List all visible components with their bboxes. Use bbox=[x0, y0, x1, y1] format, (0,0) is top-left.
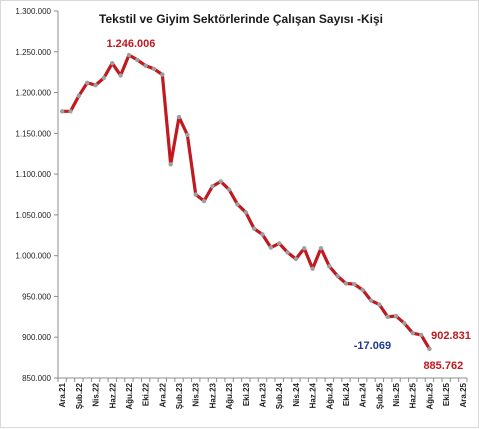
x-tick-label: Nis.23 bbox=[192, 382, 201, 406]
x-tick-label: Ara.21 bbox=[58, 382, 67, 407]
x-tick-label: Haz.22 bbox=[108, 382, 117, 408]
series-line bbox=[60, 53, 432, 351]
data-point bbox=[93, 83, 98, 88]
data-point bbox=[210, 184, 215, 189]
x-tick-label: Nis.22 bbox=[92, 382, 101, 406]
y-tick-label: 1.050.000 bbox=[15, 211, 51, 220]
data-point bbox=[293, 256, 299, 262]
y-tick-label: 1.250.000 bbox=[15, 48, 51, 57]
x-tick-label: Şub.22 bbox=[75, 382, 84, 409]
y-tick-label: 900.000 bbox=[22, 333, 51, 342]
data-point bbox=[310, 266, 315, 271]
y-tick-label: 1.100.000 bbox=[15, 170, 51, 179]
x-tick-label: Şub.24 bbox=[275, 382, 284, 409]
series-layer bbox=[59, 52, 432, 352]
x-tick-label: Ağu.24 bbox=[325, 382, 334, 409]
x-tick-label: Nis.25 bbox=[392, 382, 401, 406]
data-point bbox=[101, 75, 107, 81]
data-point bbox=[377, 302, 382, 307]
x-tick-label: Eki.25 bbox=[442, 382, 451, 406]
data-point bbox=[368, 298, 374, 303]
data-point bbox=[243, 210, 249, 215]
data-point bbox=[335, 273, 340, 279]
y-tick-label: 1.200.000 bbox=[15, 89, 51, 98]
data-point bbox=[285, 250, 290, 255]
x-tick-label: Eki.24 bbox=[342, 382, 351, 406]
data-point bbox=[427, 346, 432, 352]
data-point bbox=[168, 162, 173, 167]
data-point bbox=[110, 60, 115, 66]
data-point bbox=[343, 281, 349, 286]
x-tick-label: Şub.23 bbox=[175, 382, 184, 409]
data-point bbox=[268, 245, 274, 250]
x-tick-label: Eki.23 bbox=[242, 382, 251, 406]
x-tick-label: Haz.24 bbox=[309, 382, 318, 408]
change-annotation: -17.069 bbox=[354, 340, 391, 352]
data-point bbox=[226, 187, 232, 192]
data-point bbox=[135, 57, 140, 63]
x-tick-label: Şub.25 bbox=[375, 382, 384, 409]
data-point bbox=[193, 192, 198, 197]
data-point bbox=[218, 179, 223, 184]
x-tick-label: Ara.24 bbox=[359, 382, 368, 407]
x-tick-label: Ara.22 bbox=[158, 382, 167, 407]
data-point bbox=[302, 246, 307, 251]
data-point bbox=[260, 232, 265, 237]
data-point bbox=[176, 114, 182, 120]
data-point bbox=[385, 314, 390, 320]
data-point bbox=[235, 202, 240, 207]
chart-title: Tekstil ve Giyim Sektörlerinde Çalışan S… bbox=[99, 12, 383, 26]
data-point bbox=[68, 109, 73, 114]
data-point bbox=[160, 72, 165, 77]
data-point bbox=[59, 109, 65, 114]
data-point bbox=[143, 63, 148, 68]
y-tick-label: 950.000 bbox=[22, 292, 51, 301]
x-tick-label: Haz.23 bbox=[208, 382, 217, 408]
data-point bbox=[352, 282, 357, 287]
last-value-annotation: 885.762 bbox=[423, 360, 463, 372]
data-point bbox=[410, 330, 415, 336]
data-point bbox=[327, 264, 332, 269]
latest-value-annotation: 902.831 bbox=[431, 330, 471, 342]
y-tick-label: 1.000.000 bbox=[15, 252, 51, 261]
x-tick-label: Ağu.23 bbox=[225, 382, 234, 409]
x-axis: Ara.21 Şub.22 Nis.22 Haz.22 Ağu.22 Eki.22 Ara.… bbox=[57, 377, 468, 410]
x-tick-label: Nis.24 bbox=[292, 382, 301, 406]
data-point bbox=[185, 132, 190, 138]
x-tick-label: Ağu.22 bbox=[125, 382, 134, 409]
peak-annotation: 1.246.006 bbox=[106, 38, 155, 50]
annotation-layer: 1.246.006 902.831 -17.069 885.762 bbox=[106, 38, 470, 372]
data-point bbox=[76, 93, 82, 99]
x-tick-label: Eki.22 bbox=[142, 382, 151, 406]
data-point bbox=[151, 66, 157, 72]
y-tick-label: 1.300.000 bbox=[15, 7, 51, 16]
x-tick-label: Ağu.25 bbox=[425, 382, 434, 409]
x-tick-label: Ara.25 bbox=[459, 382, 468, 407]
data-point bbox=[418, 332, 424, 338]
data-point bbox=[393, 313, 399, 319]
x-tick-label: Haz.25 bbox=[409, 382, 418, 408]
y-axis: 850.000 900.000 950.000 1.000.000 1.050.000 1… bbox=[15, 7, 59, 383]
y-tick-label: 1.150.000 bbox=[15, 129, 51, 138]
data-point bbox=[318, 246, 324, 251]
data-point bbox=[360, 287, 365, 293]
data-point bbox=[201, 198, 207, 204]
data-point bbox=[126, 52, 132, 58]
data-point bbox=[85, 80, 90, 85]
data-point bbox=[118, 73, 123, 78]
data-point bbox=[251, 226, 257, 231]
x-tick-label: Ara.23 bbox=[259, 382, 268, 407]
data-point bbox=[402, 321, 407, 326]
data-point bbox=[276, 241, 282, 246]
y-tick-label: 850.000 bbox=[22, 374, 51, 383]
